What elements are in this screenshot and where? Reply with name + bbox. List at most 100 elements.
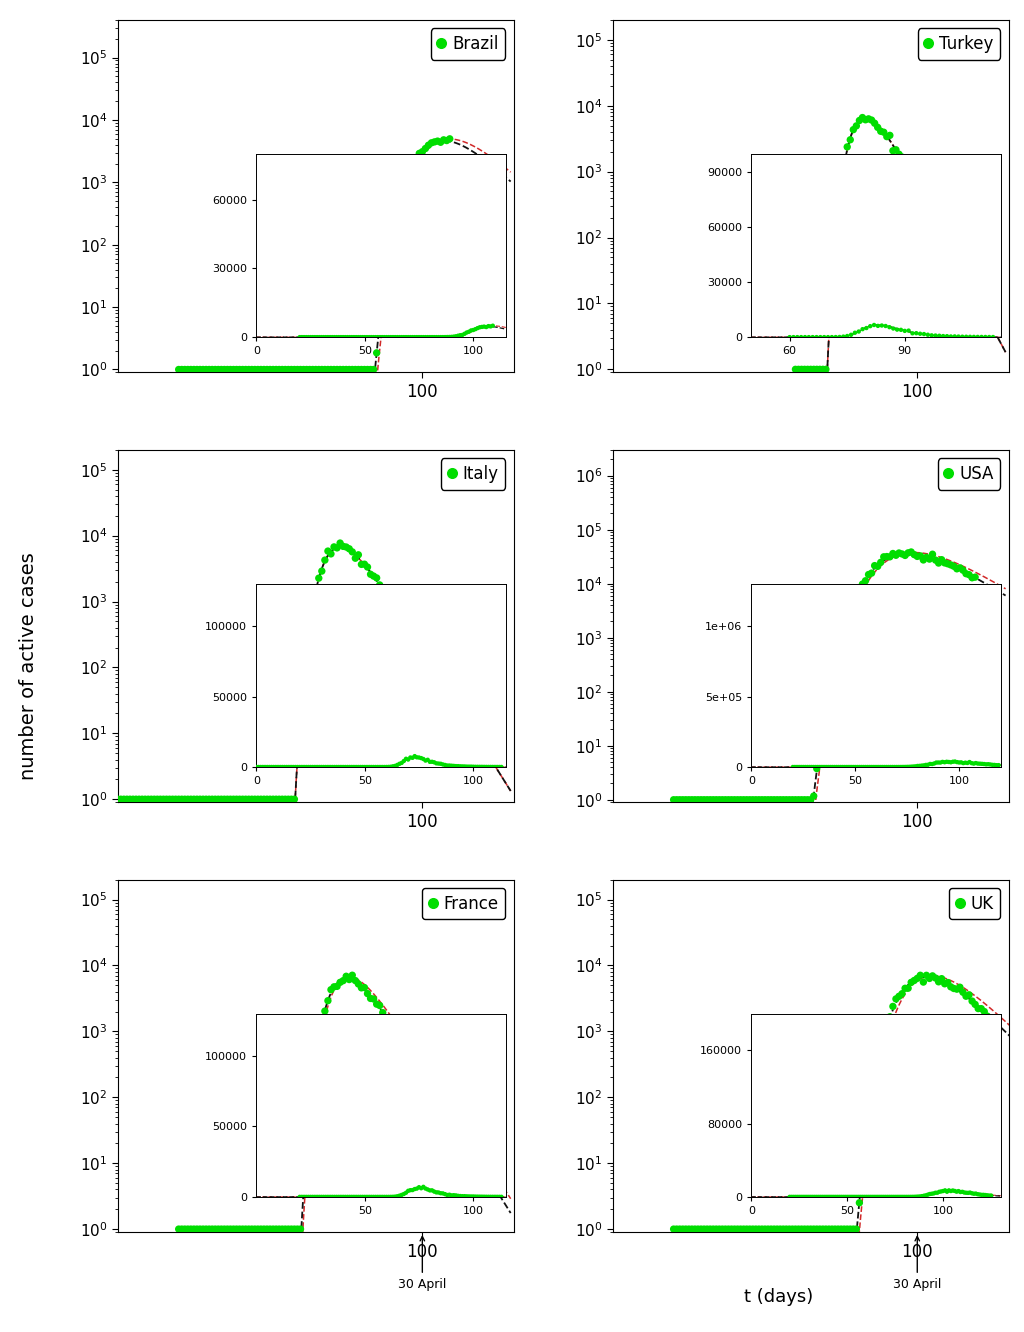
Point — [281, 1219, 297, 1240]
Point — [219, 1219, 236, 1240]
Point — [842, 129, 858, 151]
Point — [693, 1219, 710, 1240]
Point — [797, 1219, 813, 1240]
Point — [821, 320, 838, 341]
Point — [238, 358, 254, 380]
Point — [119, 789, 135, 810]
Point — [945, 978, 962, 999]
Point — [906, 169, 923, 190]
Point — [228, 789, 245, 810]
Text: 08 May 2020: 08 May 2020 — [402, 1014, 502, 1027]
Point — [897, 545, 913, 566]
Point — [937, 553, 953, 574]
Point — [791, 358, 807, 380]
Legend: Turkey: Turkey — [918, 28, 1000, 60]
Point — [717, 1219, 733, 1240]
Point — [319, 358, 336, 380]
Point — [408, 148, 424, 169]
Point — [204, 789, 220, 810]
Point — [256, 358, 272, 380]
Point — [696, 789, 713, 810]
Point — [225, 789, 242, 810]
Point — [848, 581, 864, 602]
Point — [970, 998, 986, 1019]
Legend: USA: USA — [938, 458, 1000, 490]
Point — [414, 638, 430, 659]
Point — [903, 165, 920, 186]
Point — [298, 641, 314, 662]
Point — [170, 789, 186, 810]
Point — [915, 192, 932, 213]
Point — [866, 1068, 883, 1090]
Point — [794, 358, 810, 380]
Point — [669, 789, 685, 810]
Point — [213, 358, 229, 380]
Point — [188, 789, 205, 810]
Point — [185, 789, 202, 810]
Point — [833, 1219, 849, 1240]
Point — [406, 1048, 422, 1070]
Point — [823, 1219, 840, 1240]
Point — [329, 358, 345, 380]
Point — [323, 979, 339, 1000]
Point — [928, 967, 944, 988]
Point — [714, 1219, 730, 1240]
Point — [826, 234, 843, 256]
Point — [708, 1219, 724, 1240]
Point — [863, 109, 880, 131]
Point — [803, 1219, 819, 1240]
Point — [833, 176, 849, 197]
Point — [885, 140, 901, 161]
Point — [265, 1219, 282, 1240]
Point — [732, 1219, 749, 1240]
Point — [338, 966, 354, 987]
Point — [292, 358, 308, 380]
Point — [159, 789, 175, 810]
Point — [173, 358, 189, 380]
Point — [735, 1219, 752, 1240]
Point — [323, 543, 339, 565]
Point — [234, 358, 251, 380]
Point — [353, 358, 370, 380]
Point — [295, 1181, 311, 1203]
Point — [954, 559, 971, 581]
Point — [809, 1219, 825, 1240]
Point — [915, 549, 932, 570]
Point — [903, 541, 920, 562]
Point — [406, 627, 422, 649]
Point — [173, 789, 189, 810]
Point — [110, 789, 126, 810]
Point — [800, 358, 816, 380]
Point — [402, 619, 419, 641]
Point — [393, 185, 410, 206]
Point — [872, 551, 889, 573]
Point — [250, 789, 266, 810]
Point — [316, 550, 333, 571]
Point — [919, 546, 935, 567]
Point — [848, 1219, 864, 1240]
Point — [319, 541, 336, 562]
Point — [823, 273, 840, 294]
Point — [888, 139, 904, 160]
Point — [818, 1219, 835, 1240]
Point — [238, 789, 254, 810]
Point — [903, 972, 920, 994]
Point — [748, 1219, 764, 1240]
Point — [284, 358, 300, 380]
Point — [271, 1219, 288, 1240]
Point — [866, 113, 883, 135]
Point — [332, 358, 348, 380]
Point — [231, 789, 248, 810]
Point — [672, 1219, 688, 1240]
Point — [366, 358, 382, 380]
Point — [362, 988, 379, 1010]
Point — [961, 563, 977, 585]
Point — [219, 358, 236, 380]
Point — [420, 649, 436, 670]
Point — [800, 789, 816, 810]
Point — [744, 1219, 761, 1240]
Point — [304, 598, 321, 619]
Point — [207, 789, 223, 810]
Point — [128, 789, 144, 810]
Point — [738, 1219, 755, 1240]
